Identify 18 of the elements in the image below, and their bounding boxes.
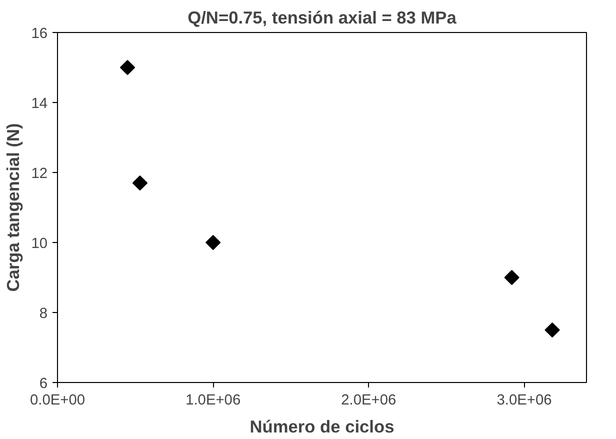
x-tick-label: 0.0E+00 [30,392,86,408]
y-tick-label: 14 [31,96,48,112]
y-tick-label: 8 [39,306,48,322]
y-tick-label: 16 [31,26,48,42]
chart-title: Q/N=0.75, tensión axial = 83 MPa [188,8,457,28]
y-tick-label: 10 [31,236,48,252]
x-tick-label: 1.0E+06 [186,392,241,408]
point [504,270,520,286]
x-tick-label: 2.0E+06 [341,392,396,408]
point [206,234,221,250]
point [132,175,148,191]
y-tick-label: 12 [31,166,48,182]
point [120,60,136,76]
y-axis-title: Carga tangencial (N) [3,123,24,292]
x-axis-title: Número de ciclos [250,416,394,436]
x-tick-label: 3.0E+06 [496,392,552,408]
point [544,322,560,338]
y-tick-label: 6 [39,376,48,392]
